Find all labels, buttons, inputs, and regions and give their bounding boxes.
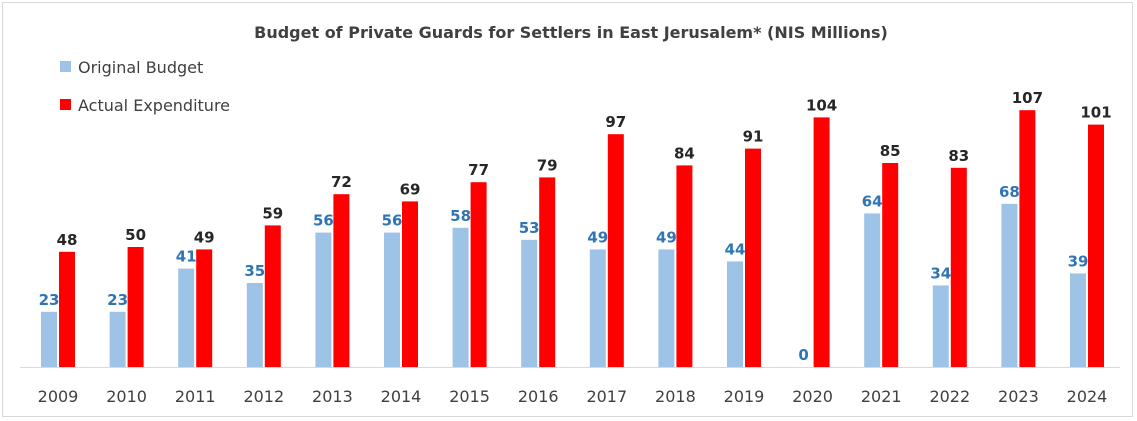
bar-original-budget-2013 (315, 232, 332, 367)
bar-actual-expenditure-2021 (882, 163, 899, 367)
data-label-actual-expenditure-2011: 49 (194, 228, 215, 246)
data-label-original-budget-2024: 39 (1068, 252, 1089, 270)
bar-actual-expenditure-2010 (127, 247, 144, 367)
bar-original-budget-2011 (178, 268, 195, 367)
data-label-original-budget-2014: 56 (382, 212, 403, 230)
data-label-actual-expenditure-2022: 83 (948, 147, 969, 165)
data-label-actual-expenditure-2013: 72 (331, 173, 352, 191)
data-label-actual-expenditure-2021: 85 (880, 142, 901, 160)
legend-label-actual-expenditure: Actual Expenditure (78, 96, 230, 115)
bar-original-budget-2015 (452, 227, 469, 367)
bar-actual-expenditure-2022 (950, 167, 967, 367)
data-label-actual-expenditure-2018: 84 (674, 144, 695, 162)
data-label-original-budget-2017: 49 (587, 228, 608, 246)
data-label-actual-expenditure-2009: 48 (57, 231, 78, 249)
bar-actual-expenditure-2011 (196, 249, 213, 367)
x-tick-label-2009: 2009 (38, 387, 79, 406)
data-label-original-budget-2015: 58 (450, 207, 471, 225)
x-tick-label-2023: 2023 (998, 387, 1039, 406)
bar-actual-expenditure-2019 (745, 148, 761, 367)
bar-actual-expenditure-2024 (1088, 124, 1104, 367)
data-label-actual-expenditure-2016: 79 (537, 156, 558, 174)
bar-original-budget-2024 (1070, 273, 1086, 367)
x-tick-label-2020: 2020 (792, 387, 833, 406)
data-label-actual-expenditure-2010: 50 (125, 226, 146, 244)
data-label-actual-expenditure-2015: 77 (468, 161, 489, 179)
bar-original-budget-2017 (589, 249, 606, 367)
legend-label-original-budget: Original Budget (78, 58, 203, 77)
data-label-actual-expenditure-2023: 107 (1012, 89, 1043, 107)
x-tick-label-2012: 2012 (243, 387, 284, 406)
x-tick-label-2024: 2024 (1067, 387, 1108, 406)
bar-original-budget-2014 (384, 232, 400, 367)
data-label-original-budget-2020: 0 (798, 346, 808, 364)
bar-original-budget-2019 (727, 261, 743, 367)
data-labels-layer: 23 48 23 50 41 49 35 59 56 72 56 69 58 77 53 79 49 97 49 84… (39, 89, 1112, 364)
data-label-original-budget-2016: 53 (519, 219, 540, 237)
bar-original-budget-2009 (41, 311, 57, 367)
x-tick-label-2017: 2017 (586, 387, 627, 406)
x-tick-label-2014: 2014 (381, 387, 422, 406)
data-label-original-budget-2018: 49 (656, 228, 677, 246)
bar-actual-expenditure-2018 (676, 165, 693, 367)
data-label-original-budget-2023: 68 (999, 183, 1020, 201)
data-label-actual-expenditure-2017: 97 (605, 113, 626, 131)
bar-original-budget-2012 (246, 283, 263, 367)
bar-actual-expenditure-2017 (607, 134, 624, 367)
data-label-original-budget-2013: 56 (313, 212, 334, 230)
data-label-original-budget-2012: 35 (244, 262, 265, 280)
bar-actual-expenditure-2023 (1019, 110, 1036, 367)
data-label-original-budget-2010: 23 (107, 291, 128, 309)
bar-actual-expenditure-2009 (59, 251, 75, 367)
data-label-original-budget-2019: 44 (725, 240, 746, 258)
bar-original-budget-2022 (932, 285, 949, 367)
bar-original-budget-2018 (658, 249, 675, 367)
bar-actual-expenditure-2020 (813, 117, 830, 368)
bar-original-budget-2023 (1001, 203, 1018, 367)
x-tick-label-2016: 2016 (518, 387, 559, 406)
x-tick-label-2010: 2010 (106, 387, 147, 406)
x-tick-label-2019: 2019 (724, 387, 765, 406)
x-tick-label-2022: 2022 (929, 387, 970, 406)
x-axis-ticks: 2009 2010 2011 2012 2013 2014 2015 2016 2017 2018… (38, 387, 1108, 406)
chart-legend: Original Budget Actual Expenditure (60, 58, 230, 115)
data-label-actual-expenditure-2020: 104 (806, 96, 837, 114)
x-tick-label-2013: 2013 (312, 387, 353, 406)
bar-actual-expenditure-2015 (470, 182, 487, 367)
bar-actual-expenditure-2016 (539, 177, 556, 367)
data-label-actual-expenditure-2024: 101 (1080, 104, 1111, 122)
bar-actual-expenditure-2014 (402, 201, 418, 367)
data-label-original-budget-2009: 23 (39, 291, 60, 309)
data-label-actual-expenditure-2012: 59 (262, 204, 283, 222)
bars-layer (41, 110, 1104, 368)
x-tick-label-2015: 2015 (449, 387, 490, 406)
data-label-original-budget-2022: 34 (930, 264, 951, 282)
bar-original-budget-2016 (521, 239, 538, 367)
legend-swatch-actual-expenditure (60, 99, 71, 110)
bar-original-budget-2021 (864, 213, 881, 367)
x-tick-label-2011: 2011 (175, 387, 216, 406)
bar-original-budget-2010 (109, 311, 126, 367)
legend-swatch-original-budget (60, 61, 71, 72)
x-tick-label-2018: 2018 (655, 387, 696, 406)
data-label-original-budget-2021: 64 (862, 192, 883, 210)
data-label-actual-expenditure-2014: 69 (400, 180, 421, 198)
data-label-actual-expenditure-2019: 91 (743, 128, 764, 146)
bar-actual-expenditure-2013 (333, 194, 350, 367)
chart-title: Budget of Private Guards for Settlers in… (254, 23, 888, 42)
data-label-original-budget-2011: 41 (176, 248, 197, 266)
x-tick-label-2021: 2021 (861, 387, 902, 406)
bar-actual-expenditure-2012 (264, 225, 281, 367)
